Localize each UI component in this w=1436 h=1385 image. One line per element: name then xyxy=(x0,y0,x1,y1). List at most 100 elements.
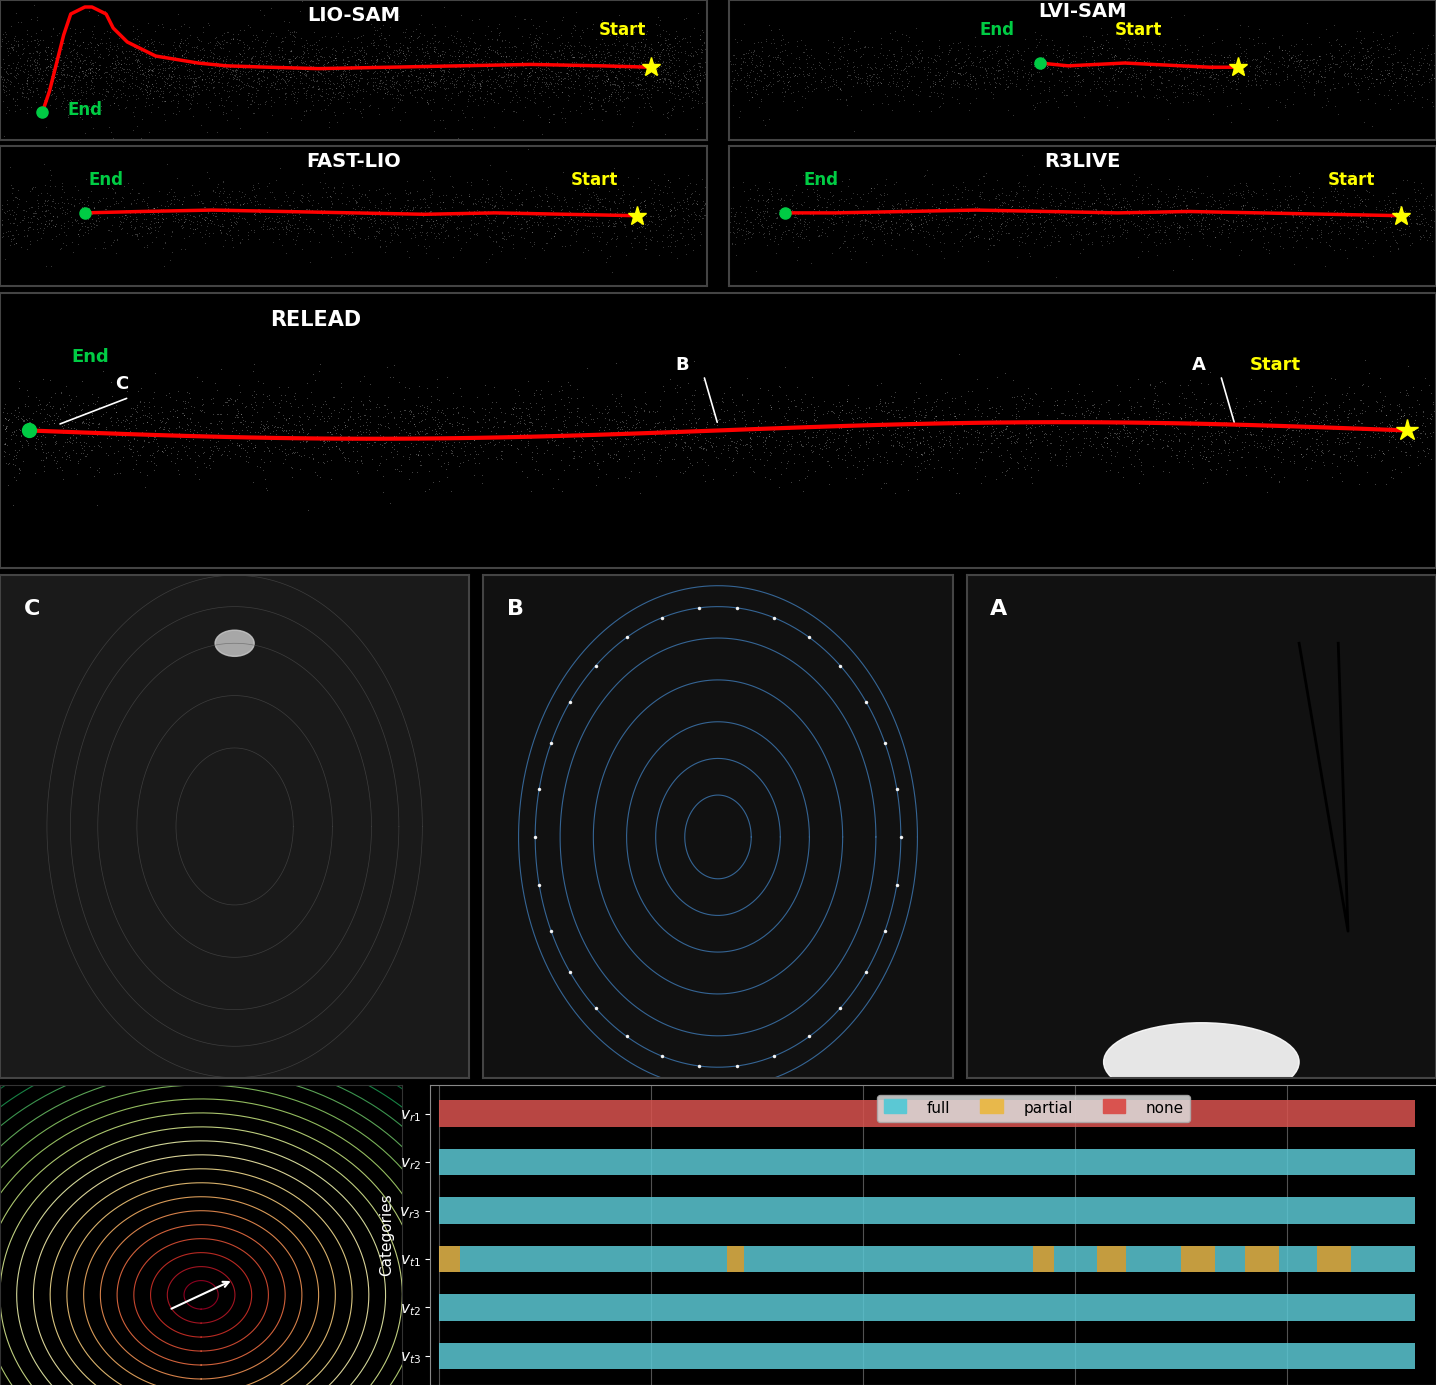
Point xyxy=(784,206,807,229)
Point xyxy=(283,180,306,202)
Point xyxy=(880,98,903,120)
Point xyxy=(685,410,708,432)
Point xyxy=(432,60,455,82)
Point xyxy=(1133,65,1156,87)
Point xyxy=(168,416,191,438)
Point xyxy=(426,399,449,421)
Point xyxy=(889,416,912,438)
Point xyxy=(551,7,574,29)
Point xyxy=(1310,432,1333,454)
Point xyxy=(1107,428,1130,450)
Point xyxy=(982,87,1005,109)
Point xyxy=(867,204,890,226)
Point xyxy=(1087,73,1110,96)
Point xyxy=(266,417,289,439)
Point xyxy=(412,57,435,79)
Point xyxy=(524,87,547,109)
Point xyxy=(408,395,431,417)
Point xyxy=(560,197,583,219)
Point xyxy=(362,61,385,83)
Point xyxy=(382,446,405,468)
Point xyxy=(615,411,638,434)
Point xyxy=(1127,472,1150,494)
Point xyxy=(546,46,569,68)
Point xyxy=(1045,198,1068,220)
Point xyxy=(368,72,391,94)
Point xyxy=(207,71,230,93)
Point xyxy=(1245,73,1268,96)
Bar xyxy=(1279,1245,1317,1273)
Point xyxy=(416,93,439,115)
Point xyxy=(352,98,375,120)
Point xyxy=(0,58,16,80)
Point xyxy=(395,240,418,262)
Point xyxy=(605,191,628,213)
Point xyxy=(149,409,172,431)
Point xyxy=(132,36,155,58)
Point xyxy=(26,53,49,75)
Point xyxy=(889,58,912,80)
Point xyxy=(658,201,681,223)
Point xyxy=(642,205,665,227)
Point xyxy=(297,446,320,468)
Point xyxy=(1323,60,1346,82)
Point xyxy=(1350,50,1373,72)
Point xyxy=(872,43,895,65)
Point xyxy=(1198,46,1221,68)
Point xyxy=(385,211,408,233)
Point xyxy=(820,422,843,445)
Point xyxy=(1271,237,1294,259)
Point xyxy=(622,61,645,83)
Point xyxy=(99,21,122,43)
Point xyxy=(441,434,464,456)
Point xyxy=(675,424,698,446)
Point xyxy=(67,47,90,69)
Point xyxy=(409,402,432,424)
Point xyxy=(1320,367,1343,389)
Point xyxy=(567,406,590,428)
Point xyxy=(60,410,83,432)
Point xyxy=(444,397,467,420)
Point xyxy=(411,37,434,60)
Point xyxy=(326,414,349,436)
Bar xyxy=(1182,1245,1215,1273)
Point xyxy=(49,381,72,403)
Point xyxy=(590,435,613,457)
Point xyxy=(852,195,875,217)
Point xyxy=(149,78,172,100)
Point xyxy=(115,205,138,227)
Point xyxy=(893,406,916,428)
Point xyxy=(1043,42,1066,64)
Point xyxy=(358,420,381,442)
Point xyxy=(260,86,283,108)
Point xyxy=(892,450,915,472)
Point xyxy=(287,445,310,467)
Point xyxy=(837,209,860,231)
Point xyxy=(447,55,470,78)
Point xyxy=(141,197,164,219)
Point xyxy=(505,17,528,39)
Point xyxy=(831,46,854,68)
Point xyxy=(663,447,686,470)
Point xyxy=(0,234,22,256)
Point xyxy=(1325,180,1348,202)
Point xyxy=(0,26,17,48)
Point xyxy=(92,187,115,209)
Point xyxy=(182,72,205,94)
Point xyxy=(1295,11,1318,33)
Point xyxy=(148,32,171,54)
Point xyxy=(340,69,363,91)
Point xyxy=(122,36,145,58)
Point xyxy=(490,44,513,66)
Point xyxy=(1351,37,1374,60)
Point xyxy=(444,424,467,446)
Point xyxy=(1028,50,1051,72)
Point xyxy=(1053,389,1076,411)
Point xyxy=(10,28,33,50)
Point xyxy=(1267,431,1290,453)
Point xyxy=(280,420,303,442)
Point xyxy=(345,72,368,94)
Point xyxy=(398,245,421,267)
Point xyxy=(139,443,162,465)
Point xyxy=(1080,193,1103,215)
